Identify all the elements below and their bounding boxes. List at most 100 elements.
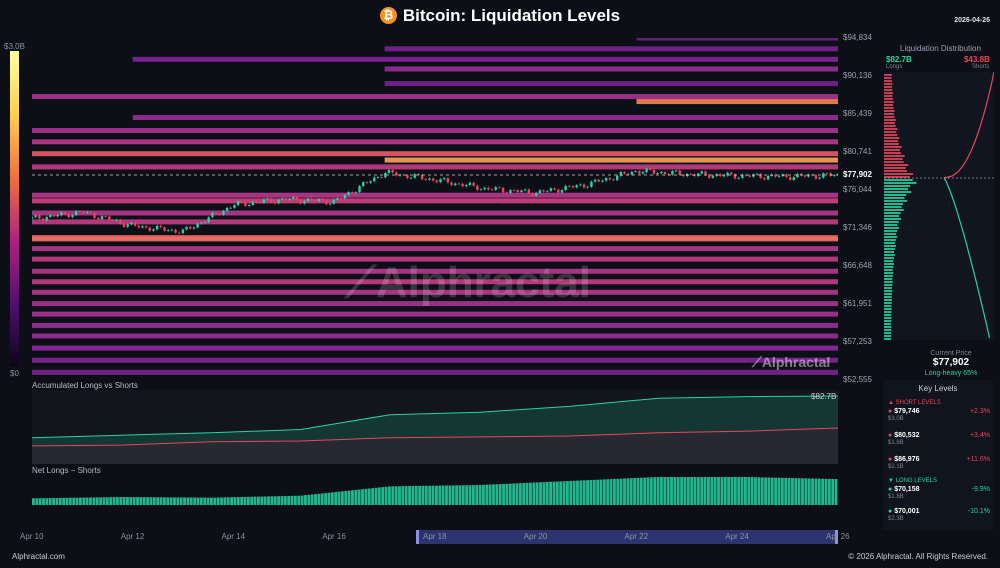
net-bar	[290, 495, 294, 505]
net-bar	[398, 486, 401, 505]
net-bar	[223, 497, 227, 505]
range-selector[interactable]	[416, 530, 838, 544]
candle-body	[119, 219, 122, 224]
candle-body	[689, 173, 692, 175]
candle-body	[247, 205, 251, 206]
net-bar	[740, 477, 744, 505]
candle-body	[719, 174, 722, 177]
net-bar	[320, 493, 324, 505]
net-bar	[347, 490, 351, 505]
short-dist-bar	[884, 83, 893, 85]
net-bar	[364, 488, 368, 505]
net-bar	[804, 478, 808, 505]
short-level-row[interactable]: ● $86,976 +11.6% $2.1B	[888, 456, 990, 470]
liquidation-band	[32, 311, 838, 317]
liquidation-band	[32, 268, 838, 274]
net-bar	[461, 485, 465, 505]
liquidation-band	[32, 357, 838, 363]
candle-body	[126, 224, 129, 227]
net-bar	[404, 486, 408, 505]
candle-body	[542, 190, 545, 192]
liquidation-band	[132, 56, 838, 62]
short-dist-bar	[884, 155, 905, 157]
level-price: $79,746	[894, 408, 920, 415]
candle-body	[108, 216, 111, 220]
net-bar	[183, 497, 186, 505]
long-dist-bar	[884, 299, 892, 301]
net-bar	[764, 477, 767, 505]
candle-body	[656, 173, 659, 175]
short-dist-bar	[884, 164, 909, 166]
current-price-value: $77,902	[932, 357, 970, 368]
long-dist-bar	[884, 179, 913, 181]
candle-body	[339, 198, 343, 199]
candle-body	[461, 183, 464, 187]
current-price-title: Current Price	[930, 350, 972, 357]
level-pct: -9.9%	[971, 486, 990, 493]
range-handle-right[interactable]	[835, 530, 838, 544]
long-dist-bar	[884, 260, 894, 262]
level-pct: +3.4%	[969, 432, 990, 439]
liquidation-band	[32, 151, 838, 157]
candle-body	[159, 225, 163, 228]
net-bar	[283, 496, 287, 505]
shorts-area	[32, 428, 838, 464]
short-dist-bar	[884, 158, 903, 160]
range-handle-left[interactable]	[416, 530, 419, 544]
net-bar	[401, 486, 405, 505]
long-dist-bar	[884, 188, 909, 190]
footer-site[interactable]: Alphractal.com	[12, 552, 65, 561]
long-level-row[interactable]: ● $70,001 -10.1% $2.3B	[888, 508, 990, 522]
net-bar	[686, 477, 690, 505]
short-levels-header: ▲ SHORT LEVELS	[888, 400, 941, 406]
long-dist-bar	[884, 239, 896, 241]
net-bar	[717, 477, 720, 505]
liquidation-heatmap[interactable]	[32, 38, 838, 380]
candle-body	[560, 190, 564, 193]
long-dist-bar	[884, 218, 902, 220]
candle-body	[630, 171, 634, 175]
liquidation-band	[32, 127, 838, 133]
candle-body	[564, 185, 567, 191]
net-bar	[831, 478, 835, 505]
candle-body	[454, 183, 457, 186]
level-amount: $1.8B	[888, 494, 904, 500]
net-bar	[115, 497, 119, 505]
short-level-row[interactable]: ● $79,746 +2.3% $3.0B	[888, 408, 990, 422]
net-bar	[552, 481, 556, 505]
liquidation-band	[32, 94, 838, 100]
net-bar	[267, 496, 270, 505]
short-dist-bar	[884, 119, 896, 121]
net-bar	[754, 477, 757, 505]
short-dist-bar	[884, 110, 895, 112]
candle-body	[674, 170, 678, 172]
candle-body	[144, 226, 148, 228]
candle-body	[523, 189, 527, 191]
net-bar	[162, 497, 166, 505]
liquidation-band	[384, 157, 838, 163]
candle-body	[71, 215, 74, 218]
candle-body	[347, 192, 350, 195]
short-dist-bar	[884, 116, 895, 118]
longs-line	[32, 395, 838, 439]
liquidation-band	[32, 198, 838, 204]
long-level-row[interactable]: ● $70,158 -9.9% $1.8B	[888, 486, 990, 500]
short-level-row[interactable]: ● $80,532 +3.4% $1.8B	[888, 432, 990, 446]
candle-body	[122, 223, 126, 227]
candle-body	[711, 175, 715, 178]
candle-body	[218, 213, 221, 215]
net-bar	[811, 478, 814, 505]
candle-body	[409, 177, 413, 179]
net-bar	[132, 497, 136, 505]
candle-body	[281, 198, 284, 200]
long-dist-bar	[884, 323, 892, 325]
candle-body	[137, 225, 140, 228]
candle-body	[41, 218, 45, 221]
long-dist-bar	[884, 203, 904, 205]
short-dist-bar	[884, 113, 894, 115]
level-dot-icon: ●	[888, 508, 893, 515]
net-bar	[713, 477, 717, 505]
net-bar	[220, 497, 223, 505]
net-bar	[156, 497, 160, 505]
short-dist-bar	[884, 161, 904, 163]
